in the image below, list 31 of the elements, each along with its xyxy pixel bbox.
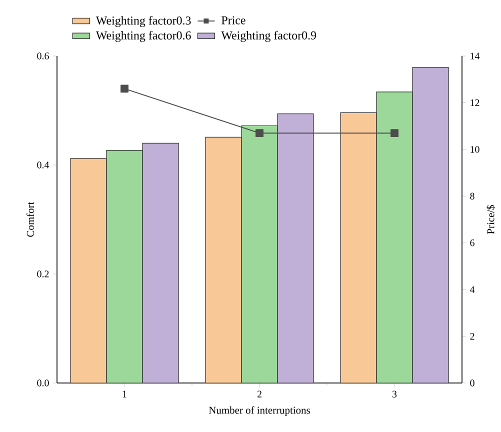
legend-label: Weighting factor0.9 bbox=[221, 30, 316, 42]
y2-axis-title: Price/$ bbox=[486, 205, 495, 234]
bar bbox=[70, 158, 107, 383]
bar bbox=[142, 142, 179, 383]
y2-tick-label: 2 bbox=[470, 332, 474, 340]
bar bbox=[277, 113, 314, 383]
y2-tick-label: 4 bbox=[470, 286, 475, 293]
x-tick-label: 2 bbox=[257, 390, 262, 398]
bar bbox=[376, 92, 413, 383]
x-tick-label: 1 bbox=[122, 390, 126, 398]
bar bbox=[412, 67, 449, 383]
legend-label: Weighting factor0.6 bbox=[96, 30, 191, 42]
bar bbox=[241, 125, 278, 383]
y2-tick-label: 12 bbox=[470, 99, 480, 106]
y2-tick-label: 8 bbox=[470, 192, 474, 200]
x-axis-title: Number of interruptions bbox=[208, 406, 310, 416]
legend-label: Weighting factor0.3 bbox=[96, 16, 191, 28]
y-tick-label: 0.6 bbox=[37, 52, 49, 60]
y-tick-label: 0.0 bbox=[37, 380, 49, 386]
bar bbox=[340, 112, 377, 383]
bar bbox=[205, 136, 242, 383]
y2-tick-label: 10 bbox=[470, 146, 480, 153]
y2-tick-label: 0 bbox=[470, 380, 474, 386]
y-tick-label: 0.4 bbox=[37, 162, 50, 168]
y2-tick-label: 14 bbox=[470, 52, 480, 60]
bar bbox=[106, 150, 143, 383]
legend-label: Price bbox=[222, 16, 246, 24]
y-axis-title: Comfort bbox=[26, 202, 34, 237]
x-tick-label: 3 bbox=[392, 390, 397, 398]
y2-tick-label: 6 bbox=[470, 240, 474, 246]
y-tick-label: 0.2 bbox=[37, 270, 49, 278]
